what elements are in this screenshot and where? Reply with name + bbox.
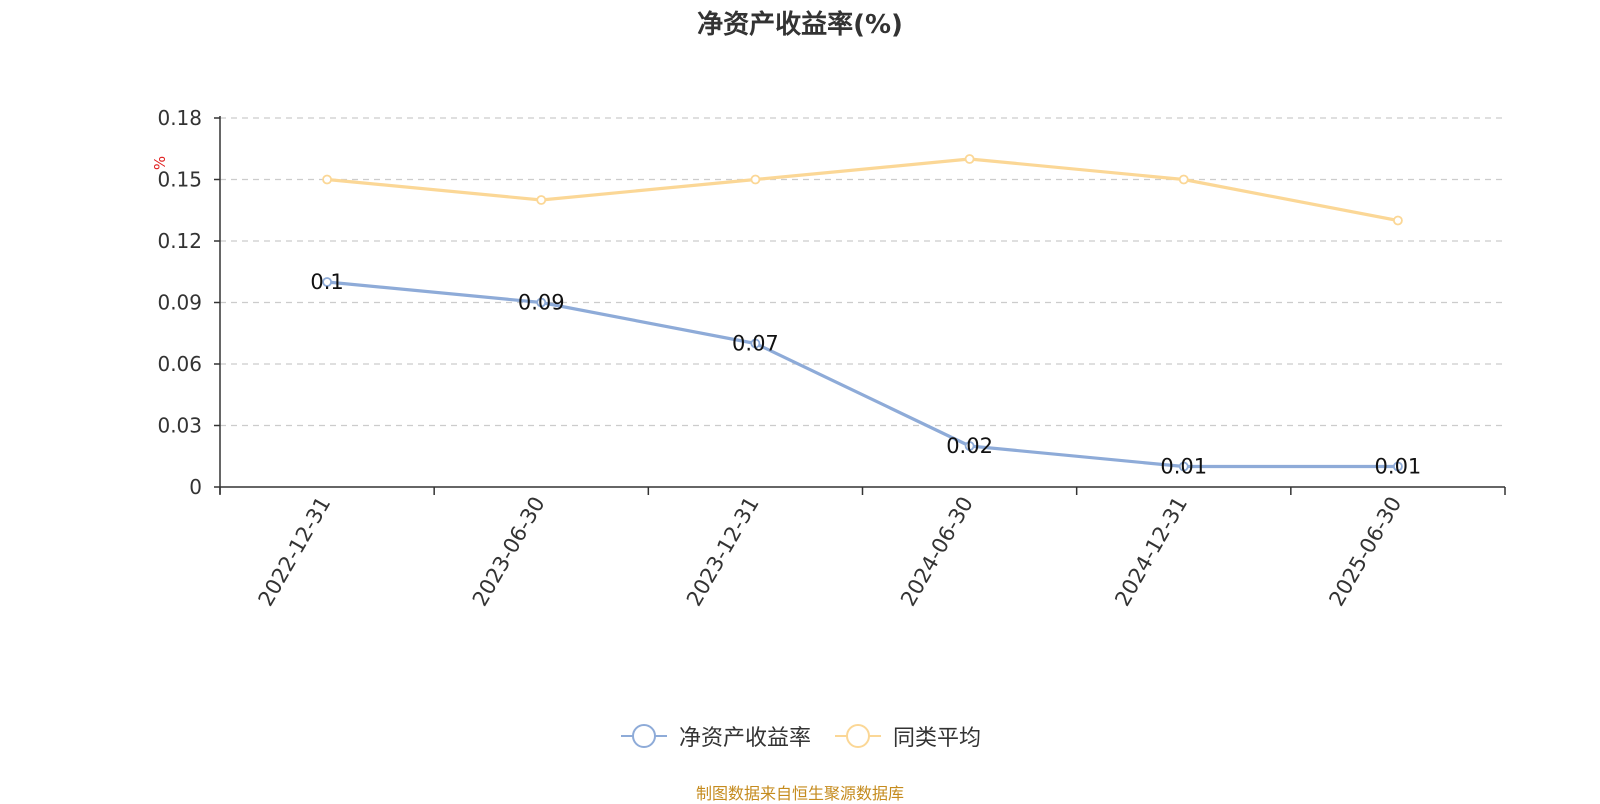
legend-item-peer-average[interactable]: 同类平均 bbox=[833, 720, 981, 752]
series-0-data-label-5: 0.01 bbox=[1375, 455, 1422, 479]
source-note: 制图数据来自恒生聚源数据库 bbox=[695, 784, 904, 803]
series-0-point-4[interactable] bbox=[1178, 461, 1189, 472]
y-tick-label-3: 0.09 bbox=[157, 291, 202, 315]
y-axis-unit-label: % bbox=[151, 156, 169, 170]
legend: 净资产收益率 同类平均 bbox=[0, 720, 1600, 752]
series-0-data-label-2: 0.07 bbox=[732, 332, 779, 356]
series-line-0 bbox=[326, 280, 1398, 469]
series-line-1 bbox=[326, 157, 1399, 223]
legend-roe-label: 净资产收益率 bbox=[678, 726, 811, 751]
series bbox=[322, 154, 1403, 472]
series-1-point-2[interactable] bbox=[750, 174, 761, 185]
series-0-point-0[interactable] bbox=[322, 277, 332, 287]
series-0-point-1[interactable] bbox=[536, 297, 547, 308]
legend-roe-swatch-icon bbox=[620, 724, 667, 748]
x-tick-label-1: 2023-06-30 bbox=[468, 493, 550, 611]
y-tick-label-4: 0.12 bbox=[157, 229, 202, 253]
data-labels: 0.1 0.09 0.07 0.02 0.01 0.01 bbox=[310, 270, 1421, 479]
y-tick-label-5: 0.15 bbox=[157, 168, 202, 192]
grid-lines bbox=[220, 117, 1505, 427]
x-tick-label-3: 2024-06-30 bbox=[896, 493, 978, 611]
series-0-data-label-4: 0.01 bbox=[1160, 455, 1207, 479]
series-1-point-3[interactable] bbox=[964, 154, 975, 164]
x-tick-label-2: 2023-12-31 bbox=[682, 493, 764, 611]
legend-item-roe[interactable]: 净资产收益率 bbox=[619, 720, 811, 752]
y-tick-label-0: 0 bbox=[189, 475, 202, 499]
y-tick-label-2: 0.06 bbox=[157, 352, 202, 376]
x-tick-label-4: 2024-12-31 bbox=[1110, 493, 1192, 611]
chart-title: 净资产收益率(%) bbox=[697, 10, 903, 40]
series-0-point-5[interactable] bbox=[1393, 461, 1403, 472]
x-tick-label-5: 2025-06-30 bbox=[1324, 493, 1406, 611]
y-tick-label-6: 0.18 bbox=[157, 106, 202, 130]
legend-peer-average-label: 同类平均 bbox=[893, 726, 982, 751]
series-0-point-2[interactable] bbox=[750, 338, 761, 349]
series-0-data-label-0: 0.1 bbox=[310, 270, 343, 294]
series-1-point-0[interactable] bbox=[322, 174, 332, 185]
series-0-point-3[interactable] bbox=[964, 441, 975, 451]
series-1-point-1[interactable] bbox=[536, 195, 547, 205]
y-tick-label-1: 0.03 bbox=[157, 414, 202, 438]
x-tick-label-0: 2022-12-31 bbox=[254, 493, 336, 611]
legend-peer-average-swatch-icon bbox=[835, 724, 881, 748]
series-0-data-label-1: 0.09 bbox=[518, 291, 565, 315]
series-1-point-4[interactable] bbox=[1178, 174, 1189, 185]
series-0-data-label-3: 0.02 bbox=[946, 434, 993, 458]
series-1-point-5[interactable] bbox=[1393, 215, 1403, 226]
